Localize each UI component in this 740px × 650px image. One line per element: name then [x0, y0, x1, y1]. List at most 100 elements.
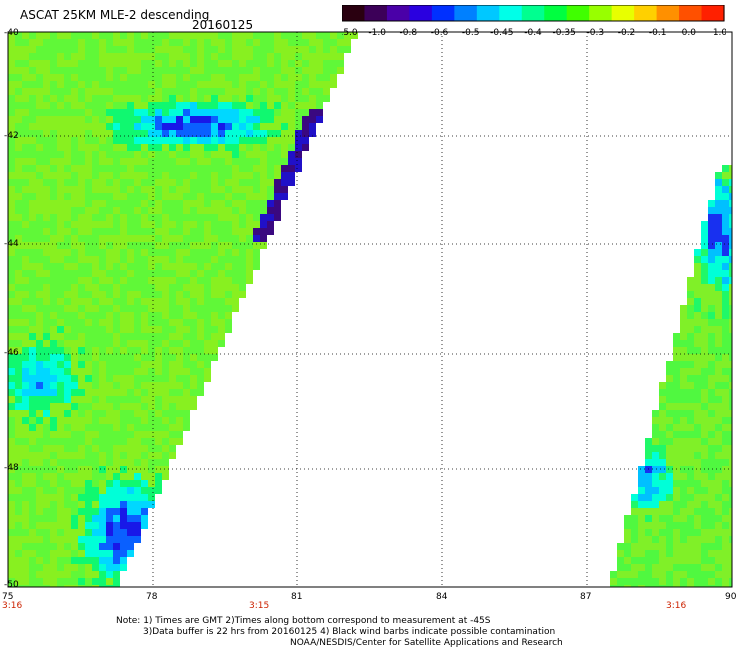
swath-cell [22, 123, 29, 130]
swath-cell [204, 347, 211, 354]
swath-cell [134, 81, 141, 88]
swath-cell [701, 256, 708, 263]
swath-cell [610, 578, 617, 585]
swath-cell [78, 298, 85, 305]
swath-cell [148, 207, 155, 214]
swath-cell [659, 417, 666, 424]
swath-cell [631, 543, 638, 550]
swath-cell [645, 515, 652, 522]
swath-cell [148, 298, 155, 305]
swath-cell [715, 235, 722, 242]
swath-cell [57, 102, 64, 109]
swath-cell [302, 88, 309, 95]
swath-cell [708, 326, 715, 333]
swath-cell [113, 235, 120, 242]
swath-cell [183, 326, 190, 333]
swath-cell [204, 333, 211, 340]
swath-cell [162, 466, 169, 473]
swath-cell [113, 501, 120, 508]
swath-cell [106, 74, 113, 81]
swath-cell [624, 522, 631, 529]
swath-cell [148, 60, 155, 67]
swath-cell [22, 557, 29, 564]
swath-cell [8, 354, 15, 361]
swath-cell [8, 340, 15, 347]
swath-cell [162, 179, 169, 186]
swath-cell [99, 74, 106, 81]
swath-cell [232, 151, 239, 158]
swath-cell [260, 53, 267, 60]
swath-cell [148, 151, 155, 158]
swath-cell [43, 235, 50, 242]
swath-cell [113, 207, 120, 214]
swath-cell [246, 137, 253, 144]
swath-cell [253, 109, 260, 116]
swath-cell [106, 522, 113, 529]
swath-cell [617, 564, 624, 571]
swath-cell [71, 298, 78, 305]
swath-cell [57, 522, 64, 529]
swath-cell [57, 305, 64, 312]
swath-cell [204, 67, 211, 74]
swath-cell [218, 81, 225, 88]
swath-cell [708, 578, 715, 585]
swath-cell [673, 508, 680, 515]
swath-cell [85, 179, 92, 186]
swath-cell [673, 445, 680, 452]
swath-cell [232, 60, 239, 67]
swath-cell [288, 137, 295, 144]
swath-cell [260, 39, 267, 46]
swath-cell [29, 256, 36, 263]
swath-cell [85, 284, 92, 291]
swath-cell [134, 368, 141, 375]
swath-cell [134, 354, 141, 361]
swath-cell [169, 333, 176, 340]
swath-cell [64, 151, 71, 158]
swath-cell [43, 242, 50, 249]
swath-cell [183, 270, 190, 277]
swath-cell [43, 473, 50, 480]
swath-cell [715, 445, 722, 452]
swath-cell [694, 410, 701, 417]
swath-cell [99, 207, 106, 214]
swath-cell [694, 452, 701, 459]
swath-cell [99, 270, 106, 277]
swath-cell [673, 529, 680, 536]
swath-cell [113, 172, 120, 179]
swath-cell [204, 53, 211, 60]
swath-cell [106, 186, 113, 193]
swath-cell [729, 305, 732, 312]
swath-cell [267, 186, 274, 193]
swath-cell [211, 158, 218, 165]
swath-cell [211, 179, 218, 186]
swath-cell [722, 242, 729, 249]
swath-cell [204, 277, 211, 284]
swath-cell [232, 235, 239, 242]
swath-cell [8, 536, 15, 543]
swath-cell [50, 480, 57, 487]
swath-cell [15, 501, 22, 508]
swath-cell [99, 564, 106, 571]
swath-cell [15, 340, 22, 347]
swath-cell [15, 326, 22, 333]
swath-cell [15, 585, 22, 587]
swath-cell [295, 88, 302, 95]
swath-cell [71, 39, 78, 46]
swath-cell [190, 137, 197, 144]
swath-cell [85, 361, 92, 368]
swath-cell [687, 368, 694, 375]
swath-cell [204, 95, 211, 102]
swath-cell [64, 46, 71, 53]
swath-cell [71, 417, 78, 424]
swath-cell [71, 74, 78, 81]
swath-cell [85, 39, 92, 46]
swath-cell [253, 242, 260, 249]
swath-cell [190, 228, 197, 235]
swath-cell [36, 550, 43, 557]
swath-cell [36, 235, 43, 242]
swath-cell [155, 375, 162, 382]
swath-cell [120, 522, 127, 529]
swath-cell [666, 543, 673, 550]
swath-cell [120, 319, 127, 326]
swath-cell [267, 137, 274, 144]
